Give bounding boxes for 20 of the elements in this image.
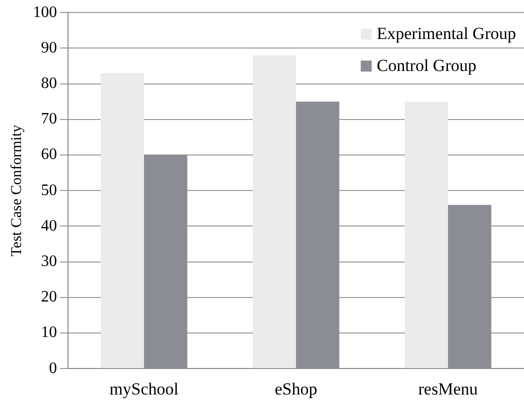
y-tick-label: 70 (41, 110, 57, 128)
y-tick-label: 90 (41, 39, 57, 56)
bar (100, 73, 144, 368)
legend-label: Experimental Group (376, 24, 516, 44)
bar (252, 55, 296, 368)
y-tick-label: 60 (41, 146, 57, 164)
y-tick-label: 80 (41, 75, 57, 92)
x-tick-label: mySchool (110, 379, 179, 398)
legend-label: Control Group (376, 56, 476, 76)
y-tick-label: 0 (49, 360, 57, 377)
y-tick-label: 10 (41, 324, 57, 342)
x-tick-label: resMenu (418, 379, 478, 398)
bar (404, 102, 448, 368)
y-tick-label: 20 (41, 288, 57, 306)
x-tick-label: eShop (274, 379, 318, 398)
y-tick-label: 30 (41, 253, 57, 270)
y-tick-label: 50 (41, 182, 57, 199)
y-tick-label: 100 (33, 4, 57, 21)
y-tick-label: 40 (41, 217, 57, 234)
y-axis-title: Test Case Conformity (8, 124, 25, 256)
